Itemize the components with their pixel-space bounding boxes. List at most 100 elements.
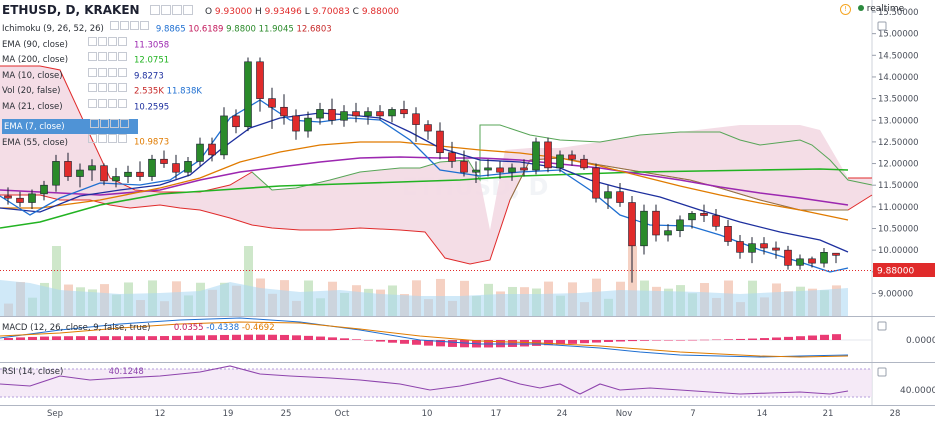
indicator-option-icon[interactable]	[120, 118, 129, 128]
candle-body[interactable]	[664, 230, 672, 236]
candle-body[interactable]	[640, 210, 648, 247]
indicator-label[interactable]: MA (21, close)	[2, 101, 63, 112]
candle-body[interactable]	[340, 111, 348, 121]
candle-body[interactable]	[808, 258, 816, 264]
indicator-option-icon[interactable]	[119, 21, 129, 30]
candle-body[interactable]	[772, 247, 780, 251]
indicator-option-icon[interactable]	[100, 118, 109, 128]
macd-label[interactable]: MACD (12, 26, close, 9, false, true)	[2, 323, 151, 333]
indicator-option-icon[interactable]	[98, 36, 107, 46]
candle-body[interactable]	[316, 109, 324, 119]
candle-body[interactable]	[748, 243, 756, 253]
macd-pane-icon[interactable]	[877, 321, 887, 331]
indicator-option-icon[interactable]	[129, 21, 139, 30]
symbol-header[interactable]: ETHUSD, D, KRAKEN O 9.93000 H 9.93496 L …	[2, 3, 399, 18]
candle-body[interactable]	[52, 161, 60, 186]
candle-body[interactable]	[832, 252, 840, 256]
indicator-legend-row[interactable]: Ichimoku (9, 26, 52, 26) 9.8865 10.6189 9…	[2, 21, 332, 37]
hide-icon[interactable]	[149, 4, 160, 15]
indicator-icons[interactable]	[109, 21, 150, 37]
indicator-option-icon[interactable]	[118, 36, 127, 46]
candle-body[interactable]	[700, 213, 708, 216]
candle-body[interactable]	[304, 117, 312, 132]
candle-body[interactable]	[148, 158, 156, 177]
candle-body[interactable]	[604, 191, 612, 199]
candle-body[interactable]	[400, 109, 408, 115]
pane-settings-icons[interactable]	[877, 21, 887, 377]
indicator-legend-row[interactable]: EMA (7, close)	[2, 118, 138, 135]
add-icon[interactable]	[171, 4, 182, 15]
indicator-option-icon[interactable]	[118, 98, 127, 108]
indicator-icons[interactable]	[88, 52, 128, 68]
indicator-legend-row[interactable]: MA (200, close) 12.0751	[2, 52, 332, 68]
indicator-option-icon[interactable]	[88, 67, 97, 77]
indicator-label[interactable]: MA (10, close)	[2, 70, 63, 81]
candle-body[interactable]	[100, 165, 108, 182]
indicator-legend-row[interactable]: MA (10, close) 9.8273	[2, 67, 332, 84]
candle-body[interactable]	[76, 169, 84, 177]
indicator-option-icon[interactable]	[118, 134, 127, 144]
indicator-option-icon[interactable]	[118, 83, 127, 92]
candle-body[interactable]	[184, 161, 192, 173]
candle-body[interactable]	[520, 167, 528, 171]
indicator-option-icon[interactable]	[98, 98, 107, 108]
indicator-option-icon[interactable]	[110, 118, 119, 128]
indicator-label[interactable]: EMA (55, close)	[2, 137, 68, 148]
candle-body[interactable]	[64, 161, 72, 177]
candle-body[interactable]	[280, 106, 288, 117]
rsi-label[interactable]: RSI (14, close)	[2, 367, 64, 377]
candle-body[interactable]	[508, 167, 516, 173]
candle-body[interactable]	[760, 243, 768, 249]
candle-body[interactable]	[16, 197, 24, 203]
time-axis[interactable]: Sep 12 19 25 Oct 10 17 24 Nov 7 14 21 28	[47, 409, 900, 419]
indicator-legend-row[interactable]: EMA (90, close) 11.3058	[2, 36, 332, 53]
candle-body[interactable]	[112, 176, 120, 182]
settings-icon[interactable]	[160, 4, 171, 15]
indicator-legend-row[interactable]: MA (21, close) 10.2595	[2, 98, 332, 115]
indicator-option-icon[interactable]	[88, 98, 97, 108]
indicator-option-icon[interactable]	[118, 67, 127, 77]
candle-body[interactable]	[268, 98, 276, 108]
indicator-option-icon[interactable]	[88, 83, 97, 92]
candle-body[interactable]	[28, 193, 36, 203]
candle-body[interactable]	[136, 171, 144, 177]
candle-body[interactable]	[688, 213, 696, 221]
candle-body[interactable]	[352, 111, 360, 117]
candle-body[interactable]	[436, 130, 444, 154]
candle-body[interactable]	[424, 124, 432, 132]
indicator-label[interactable]: Vol (20, false)	[2, 86, 61, 97]
candle-body[interactable]	[88, 165, 96, 171]
symbol-title[interactable]: ETHUSD, D, KRAKEN	[2, 3, 140, 17]
candle-body[interactable]	[616, 191, 624, 203]
candle-body[interactable]	[784, 249, 792, 266]
candle-body[interactable]	[496, 167, 504, 173]
indicator-icons[interactable]	[90, 118, 130, 135]
candle-body[interactable]	[484, 167, 492, 171]
indicator-option-icon[interactable]	[108, 98, 117, 108]
candle-body[interactable]	[292, 115, 300, 132]
candle-body[interactable]	[172, 163, 180, 173]
indicator-icons[interactable]	[88, 67, 128, 84]
indicator-option-icon[interactable]	[98, 67, 107, 77]
candle-body[interactable]	[388, 109, 396, 117]
indicator-option-icon[interactable]	[88, 52, 97, 61]
candle-body[interactable]	[676, 219, 684, 231]
indicator-option-icon[interactable]	[88, 134, 97, 144]
indicator-option-icon[interactable]	[108, 134, 117, 144]
indicator-option-icon[interactable]	[98, 134, 107, 144]
candle-body[interactable]	[448, 152, 456, 162]
indicator-label[interactable]: EMA (7, close)	[4, 122, 65, 132]
candle-body[interactable]	[40, 184, 48, 195]
candle-body[interactable]	[544, 141, 552, 169]
indicator-option-icon[interactable]	[108, 52, 117, 61]
candle-body[interactable]	[568, 154, 576, 160]
candle-body[interactable]	[220, 115, 228, 156]
indicator-option-icon[interactable]	[109, 21, 119, 30]
candle-body[interactable]	[208, 143, 216, 156]
candle-body[interactable]	[160, 158, 168, 164]
indicator-icons[interactable]	[88, 83, 128, 99]
candle-body[interactable]	[232, 115, 240, 128]
candle-body[interactable]	[256, 61, 264, 99]
candle-body[interactable]	[736, 241, 744, 253]
